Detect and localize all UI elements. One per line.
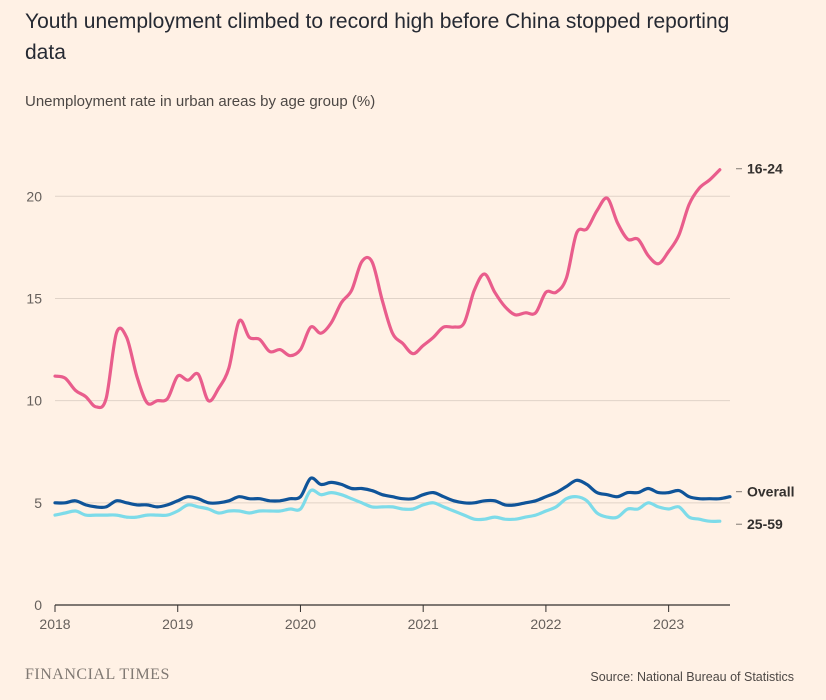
y-tick-label: 15 [26, 290, 42, 306]
x-tick-label: 2022 [530, 616, 561, 632]
series-label-overall: Overall [747, 484, 794, 500]
x-tick-label: 2020 [285, 616, 316, 632]
series-line-overall [53, 476, 732, 510]
y-tick-label: 10 [26, 393, 42, 409]
y-tick-label: 20 [26, 188, 42, 204]
chart-title: Youth unemployment climbed to record hig… [25, 10, 730, 64]
x-tick-label: 2018 [39, 616, 70, 632]
y-tick-label: 0 [34, 597, 42, 613]
series-line-16-24 [53, 168, 722, 410]
chart-subtitle: Unemployment rate in urban areas by age … [25, 93, 376, 110]
series-line-25-59 [53, 488, 722, 523]
x-tick-label: 2021 [408, 616, 439, 632]
x-tick-label: 2019 [162, 616, 193, 632]
series-label-25-59: 25-59 [747, 516, 783, 532]
series-label-16-24: 16-24 [747, 161, 783, 177]
y-tick-label: 5 [34, 495, 42, 511]
source-note: Source: National Bureau of Statistics [590, 670, 794, 684]
x-tick-label: 2023 [653, 616, 684, 632]
publisher-logo: FINANCIAL TIMES [25, 666, 170, 683]
